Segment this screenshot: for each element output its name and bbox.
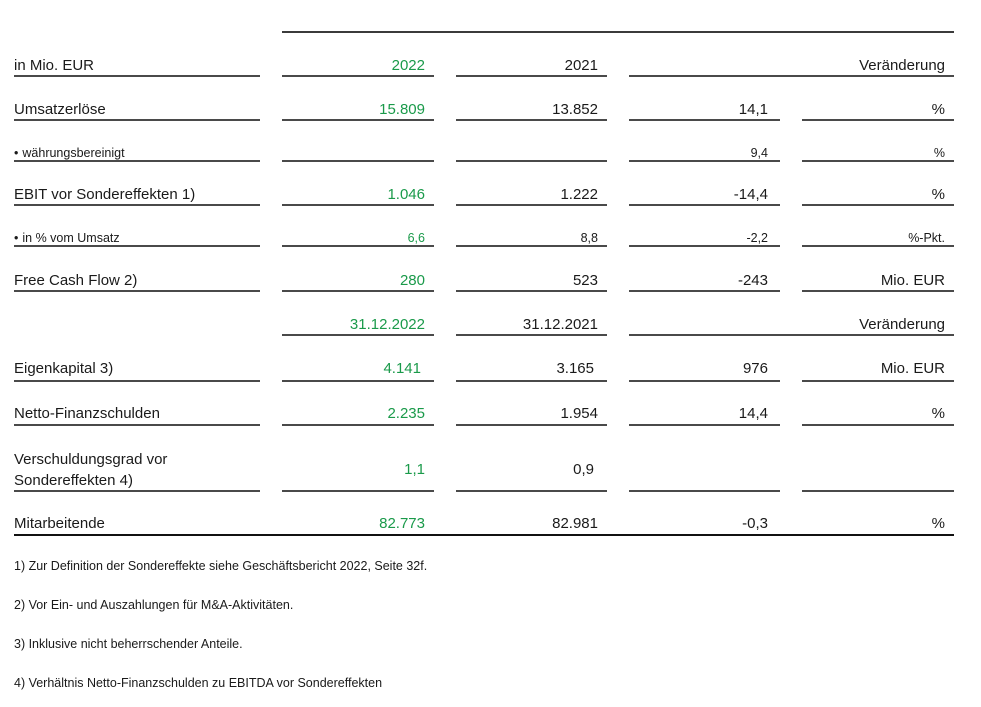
bullet-icon: • bbox=[14, 231, 19, 245]
footnote: 1) Zur Definition der Sondereffekte sieh… bbox=[14, 559, 428, 573]
change-value: 976 bbox=[629, 360, 780, 382]
row-label: Mitarbeitende bbox=[14, 515, 105, 532]
row-label: Umsatzerlöse bbox=[14, 101, 260, 121]
date-current-header: 31.12.2022 bbox=[282, 316, 434, 336]
change-value: 14,4 bbox=[629, 405, 780, 426]
change-unit bbox=[802, 449, 954, 492]
row-label-text: währungsbereinigt bbox=[22, 146, 125, 160]
change-unit: % bbox=[931, 515, 945, 532]
value-2021: 0,9 bbox=[456, 449, 607, 492]
change-unit: % bbox=[802, 101, 954, 121]
value-2021: 1.954 bbox=[456, 405, 607, 426]
value-2022: 1.046 bbox=[282, 186, 434, 206]
change-value: 9,4 bbox=[629, 146, 780, 162]
footnote: 3) Inklusive nicht beherrschender Anteil… bbox=[14, 637, 243, 651]
change-value: -2,2 bbox=[629, 231, 780, 247]
value-2021 bbox=[456, 146, 607, 162]
change-unit: % bbox=[802, 405, 954, 426]
change-unit: %-Pkt. bbox=[802, 231, 954, 247]
row-label-line2: Sondereffekten 4) bbox=[14, 472, 133, 489]
change-value: -0,3 bbox=[742, 515, 768, 532]
value-2021: 523 bbox=[456, 272, 607, 292]
change-header: Veränderung bbox=[629, 57, 954, 77]
change-value: -243 bbox=[629, 272, 780, 292]
row-label: EBIT vor Sondereffekten 1) bbox=[14, 186, 260, 206]
value-2021: 82.981 bbox=[552, 515, 598, 532]
value-2022: 2.235 bbox=[282, 405, 434, 426]
row-label-text: in % vom Umsatz bbox=[22, 231, 120, 245]
value-2022: 6,6 bbox=[282, 231, 434, 247]
row-label: • währungsbereinigt bbox=[14, 146, 260, 162]
year-current-header: 2022 bbox=[282, 57, 434, 77]
value-2022: 15.809 bbox=[282, 101, 434, 121]
value-2021: 8,8 bbox=[456, 231, 607, 247]
value-2022: 280 bbox=[282, 272, 434, 292]
value-2022: 4.141 bbox=[282, 360, 434, 382]
value-2022: 1,1 bbox=[282, 449, 434, 492]
change-unit: % bbox=[802, 186, 954, 206]
footnote: 2) Vor Ein- und Auszahlungen für M&A-Akt… bbox=[14, 598, 294, 612]
change-unit: Mio. EUR bbox=[802, 360, 954, 382]
row-label: Verschuldungsgrad vor Sondereffekten 4) bbox=[14, 449, 260, 492]
year-previous-header: 2021 bbox=[456, 57, 607, 77]
value-2022 bbox=[282, 146, 434, 162]
change-value bbox=[629, 449, 780, 492]
row-label: Free Cash Flow 2) bbox=[14, 272, 260, 292]
value-2021: 1.222 bbox=[456, 186, 607, 206]
change-header: Veränderung bbox=[629, 316, 954, 336]
row-label: Eigenkapital 3) bbox=[14, 360, 260, 382]
change-unit: % bbox=[802, 146, 954, 162]
date-previous-header: 31.12.2021 bbox=[456, 316, 607, 336]
change-value: 14,1 bbox=[629, 101, 780, 121]
table-top-rule bbox=[282, 31, 954, 33]
value-2022: 82.773 bbox=[379, 515, 425, 532]
value-2021: 3.165 bbox=[456, 360, 607, 382]
change-unit: Mio. EUR bbox=[802, 272, 954, 292]
change-value: -14,4 bbox=[629, 186, 780, 206]
bullet-icon: • bbox=[14, 146, 19, 160]
table-bottom-rule bbox=[14, 515, 954, 536]
value-2021: 13.852 bbox=[456, 101, 607, 121]
row-label: Netto-Finanzschulden bbox=[14, 405, 260, 426]
row-label: • in % vom Umsatz bbox=[14, 231, 260, 247]
footnote: 4) Verhältnis Netto-Finanzschulden zu EB… bbox=[14, 676, 383, 690]
unit-label: in Mio. EUR bbox=[14, 57, 260, 77]
row-label-line1: Verschuldungsgrad vor bbox=[14, 451, 168, 468]
